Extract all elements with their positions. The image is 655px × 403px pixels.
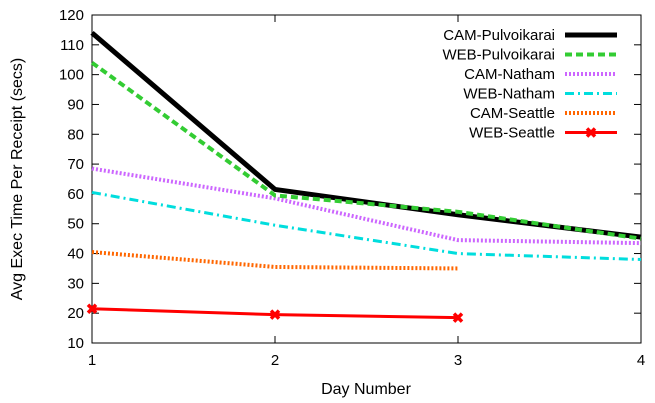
y-tick-label: 60	[67, 186, 84, 203]
y-tick-label: 90	[67, 96, 84, 113]
data-point-marker	[86, 303, 98, 314]
axis-ticks: 10 20 30 40 50 60 70 80 90 100 110 120 1 2 3 4	[59, 7, 645, 369]
legend-label: WEB-Natham	[463, 86, 555, 103]
y-tick-label: 100	[59, 67, 84, 84]
data-point-marker	[452, 312, 464, 323]
data-point-marker	[269, 309, 281, 320]
legend-label: WEB-Seattle	[469, 125, 555, 142]
y-tick-label: 10	[67, 335, 84, 352]
series-line-cam-seattle	[91, 250, 459, 271]
x-tick-label: 2	[271, 352, 279, 369]
y-tick-label: 40	[67, 246, 84, 263]
legend-label: CAM-Seattle	[470, 105, 555, 122]
series-lines	[86, 30, 642, 323]
y-axis-label: Avg Exec Time Per Receipt (secs)	[9, 58, 26, 300]
y-tick-label: 30	[67, 275, 84, 292]
x-tick-label: 3	[454, 352, 462, 369]
plot-frame	[91, 14, 642, 344]
y-tick-label: 50	[67, 216, 84, 233]
series-line-cam-natham	[91, 166, 642, 246]
y-tick-label: 110	[60, 37, 84, 54]
y-tick-label: 20	[67, 305, 84, 322]
series-line-cam-pulvoikarai	[90, 30, 642, 240]
y-tick-label: 80	[67, 126, 84, 143]
x-tick-label: 4	[637, 352, 645, 369]
y-tick-label: 120	[59, 7, 84, 24]
y-tick-label: 70	[67, 156, 84, 173]
x-tick-label: 1	[88, 352, 96, 369]
series-line-web-pulvoikarai	[90, 61, 642, 241]
legend-label: CAM-Natham	[464, 66, 555, 83]
legend-label: CAM-Pulvoikarai	[443, 27, 555, 44]
legend: CAM-Pulvoikarai WEB-Pulvoikarai CAM-Natham…	[442, 27, 617, 142]
legend-label: WEB-Pulvoikarai	[442, 47, 555, 64]
series-line-web-natham	[91, 190, 642, 262]
legend-marker	[585, 127, 597, 138]
x-axis-label: Day Number	[321, 381, 411, 398]
